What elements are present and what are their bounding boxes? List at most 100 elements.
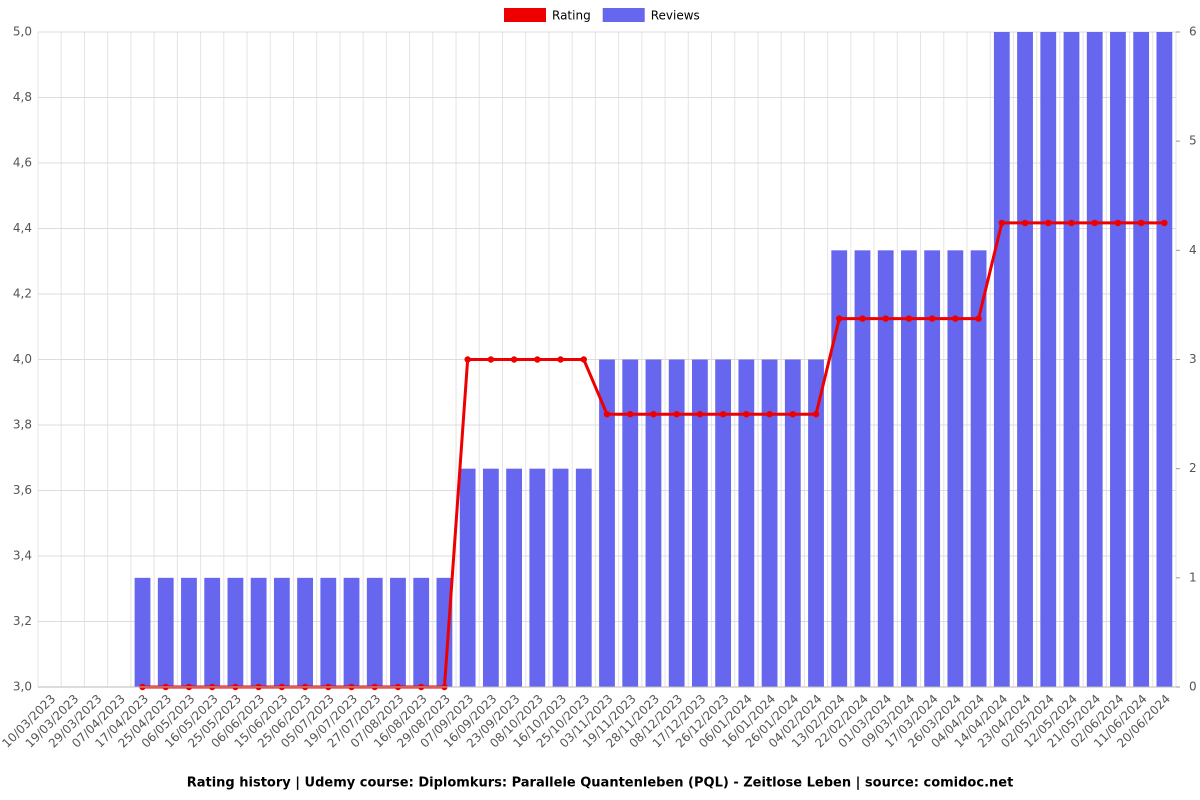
bar: [1063, 32, 1080, 687]
bar: [970, 250, 987, 688]
bar: [297, 577, 313, 687]
y-tick-label: 3,6: [13, 483, 32, 497]
bar: [1133, 32, 1150, 687]
bar: [1086, 32, 1103, 687]
bar: [181, 577, 197, 687]
rating-point: [905, 315, 913, 322]
bar: [250, 577, 267, 687]
bar: [831, 250, 848, 688]
y2-tick-label: 5: [1189, 134, 1197, 148]
bar: [1110, 32, 1126, 687]
rating-point: [627, 410, 634, 418]
rating-point: [952, 315, 959, 322]
bar: [1017, 32, 1033, 687]
bar: [924, 250, 941, 688]
y-tick-label: 4,0: [13, 352, 32, 366]
bar: [134, 577, 151, 687]
legend-swatch: [504, 8, 546, 22]
bar: [738, 359, 755, 687]
rating-point: [975, 315, 982, 322]
bar: [436, 577, 453, 687]
y2-tick-label: 6: [1189, 25, 1197, 39]
bar: [506, 468, 522, 687]
legend-label: Rating: [552, 9, 591, 23]
y-tick-label: 5,0: [13, 25, 32, 39]
rating-point: [836, 315, 843, 322]
rating-point: [998, 219, 1006, 227]
y-tick-label: 4,8: [13, 90, 32, 104]
y2-tick-label: 0: [1189, 680, 1197, 694]
bar: [622, 359, 639, 687]
rating-point: [673, 410, 680, 418]
rating-point: [1137, 219, 1145, 227]
bar: [692, 359, 708, 687]
bar: [1040, 32, 1057, 687]
rating-point: [1021, 219, 1029, 227]
rating-point: [789, 410, 796, 418]
bar: [343, 577, 360, 687]
y2-tick-label: 3: [1189, 352, 1197, 366]
rating-point: [859, 315, 866, 322]
rating-point: [1045, 219, 1052, 227]
bar: [482, 468, 499, 687]
y-tick-label: 3,4: [13, 549, 32, 563]
rating-point: [510, 356, 518, 363]
y-tick-label: 4,4: [13, 221, 32, 235]
rating-point: [719, 410, 727, 418]
bar: [459, 468, 476, 687]
rating-point: [1091, 219, 1098, 227]
rating-point: [1114, 219, 1122, 227]
bar: [599, 359, 615, 687]
rating-point: [766, 410, 773, 418]
rating-point: [580, 356, 587, 363]
bar: [552, 468, 569, 687]
y-tick-label: 4,6: [13, 156, 32, 170]
rating-point: [557, 356, 564, 363]
bar: [227, 577, 244, 687]
chart-title: Rating history | Udemy course: Diplomkur…: [187, 776, 1014, 791]
y-tick-label: 3,8: [13, 418, 32, 432]
bar: [157, 577, 174, 687]
bar: [854, 250, 871, 688]
bar: [1156, 32, 1173, 687]
y-tick-label: 3,0: [13, 680, 32, 694]
rating-point: [650, 410, 657, 418]
bar: [575, 468, 592, 687]
bar: [645, 359, 662, 687]
bar: [761, 359, 778, 687]
y2-tick-label: 2: [1189, 461, 1197, 475]
bar: [784, 359, 801, 687]
rating-point: [534, 356, 541, 363]
bar: [204, 577, 221, 687]
bar: [808, 359, 824, 687]
y-tick-label: 4,2: [13, 287, 32, 301]
bar: [413, 577, 430, 687]
rating-point: [1068, 219, 1075, 227]
bar: [366, 577, 383, 687]
bar: [877, 250, 894, 688]
rating-point: [696, 410, 704, 418]
bar: [668, 359, 685, 687]
y2-tick-label: 1: [1189, 570, 1197, 584]
rating-point: [928, 315, 936, 322]
rating-point: [603, 410, 611, 418]
bar: [390, 577, 406, 687]
y2-tick-label: 4: [1189, 243, 1197, 257]
bar: [273, 577, 290, 687]
bar: [947, 250, 964, 688]
rating-point: [464, 356, 471, 363]
bar: [715, 359, 732, 687]
bar: [993, 32, 1010, 687]
rating-point: [812, 410, 820, 418]
legend-label: Reviews: [651, 9, 700, 23]
rating-point: [882, 315, 889, 322]
rating-point: [487, 356, 495, 363]
bar: [320, 577, 337, 687]
rating-point: [743, 410, 750, 418]
bar: [901, 250, 917, 688]
rating-point: [1161, 219, 1168, 227]
bar: [529, 468, 546, 687]
y-tick-label: 3,2: [13, 614, 32, 628]
legend-swatch: [602, 8, 645, 22]
